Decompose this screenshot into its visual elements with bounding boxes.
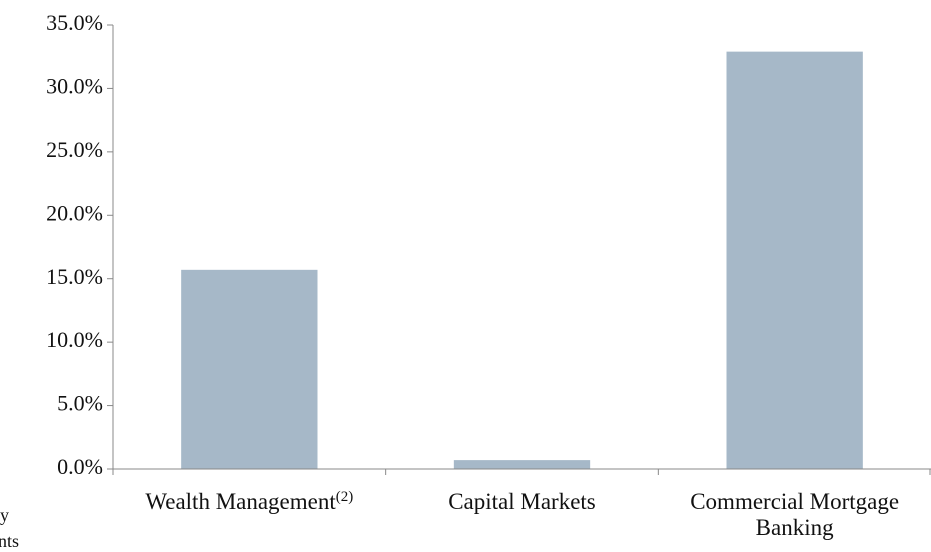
y-tick-label: 35.0% [46,10,103,35]
clipped-text: y [0,505,9,525]
y-tick-label: 25.0% [46,137,103,162]
clipped-text: nts [0,531,20,551]
y-tick-label: 20.0% [46,200,103,225]
footnote-mark: (2) [335,489,354,505]
bar [453,460,591,469]
y-tick-label: 15.0% [46,264,103,289]
y-tick-label: 0.0% [57,454,103,479]
x-tick-label: Commercial Mortgage Banking [658,489,931,541]
bar [181,269,318,469]
y-tick-label: 5.0% [57,391,103,416]
category-name: Commercial Mortgage Banking [690,489,900,540]
x-tick-label: Wealth Management(2) [113,489,386,515]
category-name: Capital Markets [448,489,596,514]
y-tick-label: 10.0% [46,327,103,352]
x-tick-label: Capital Markets [386,489,659,515]
y-tick-label: 30.0% [46,73,103,98]
bar [726,51,863,469]
category-name: Wealth Management [145,489,336,514]
